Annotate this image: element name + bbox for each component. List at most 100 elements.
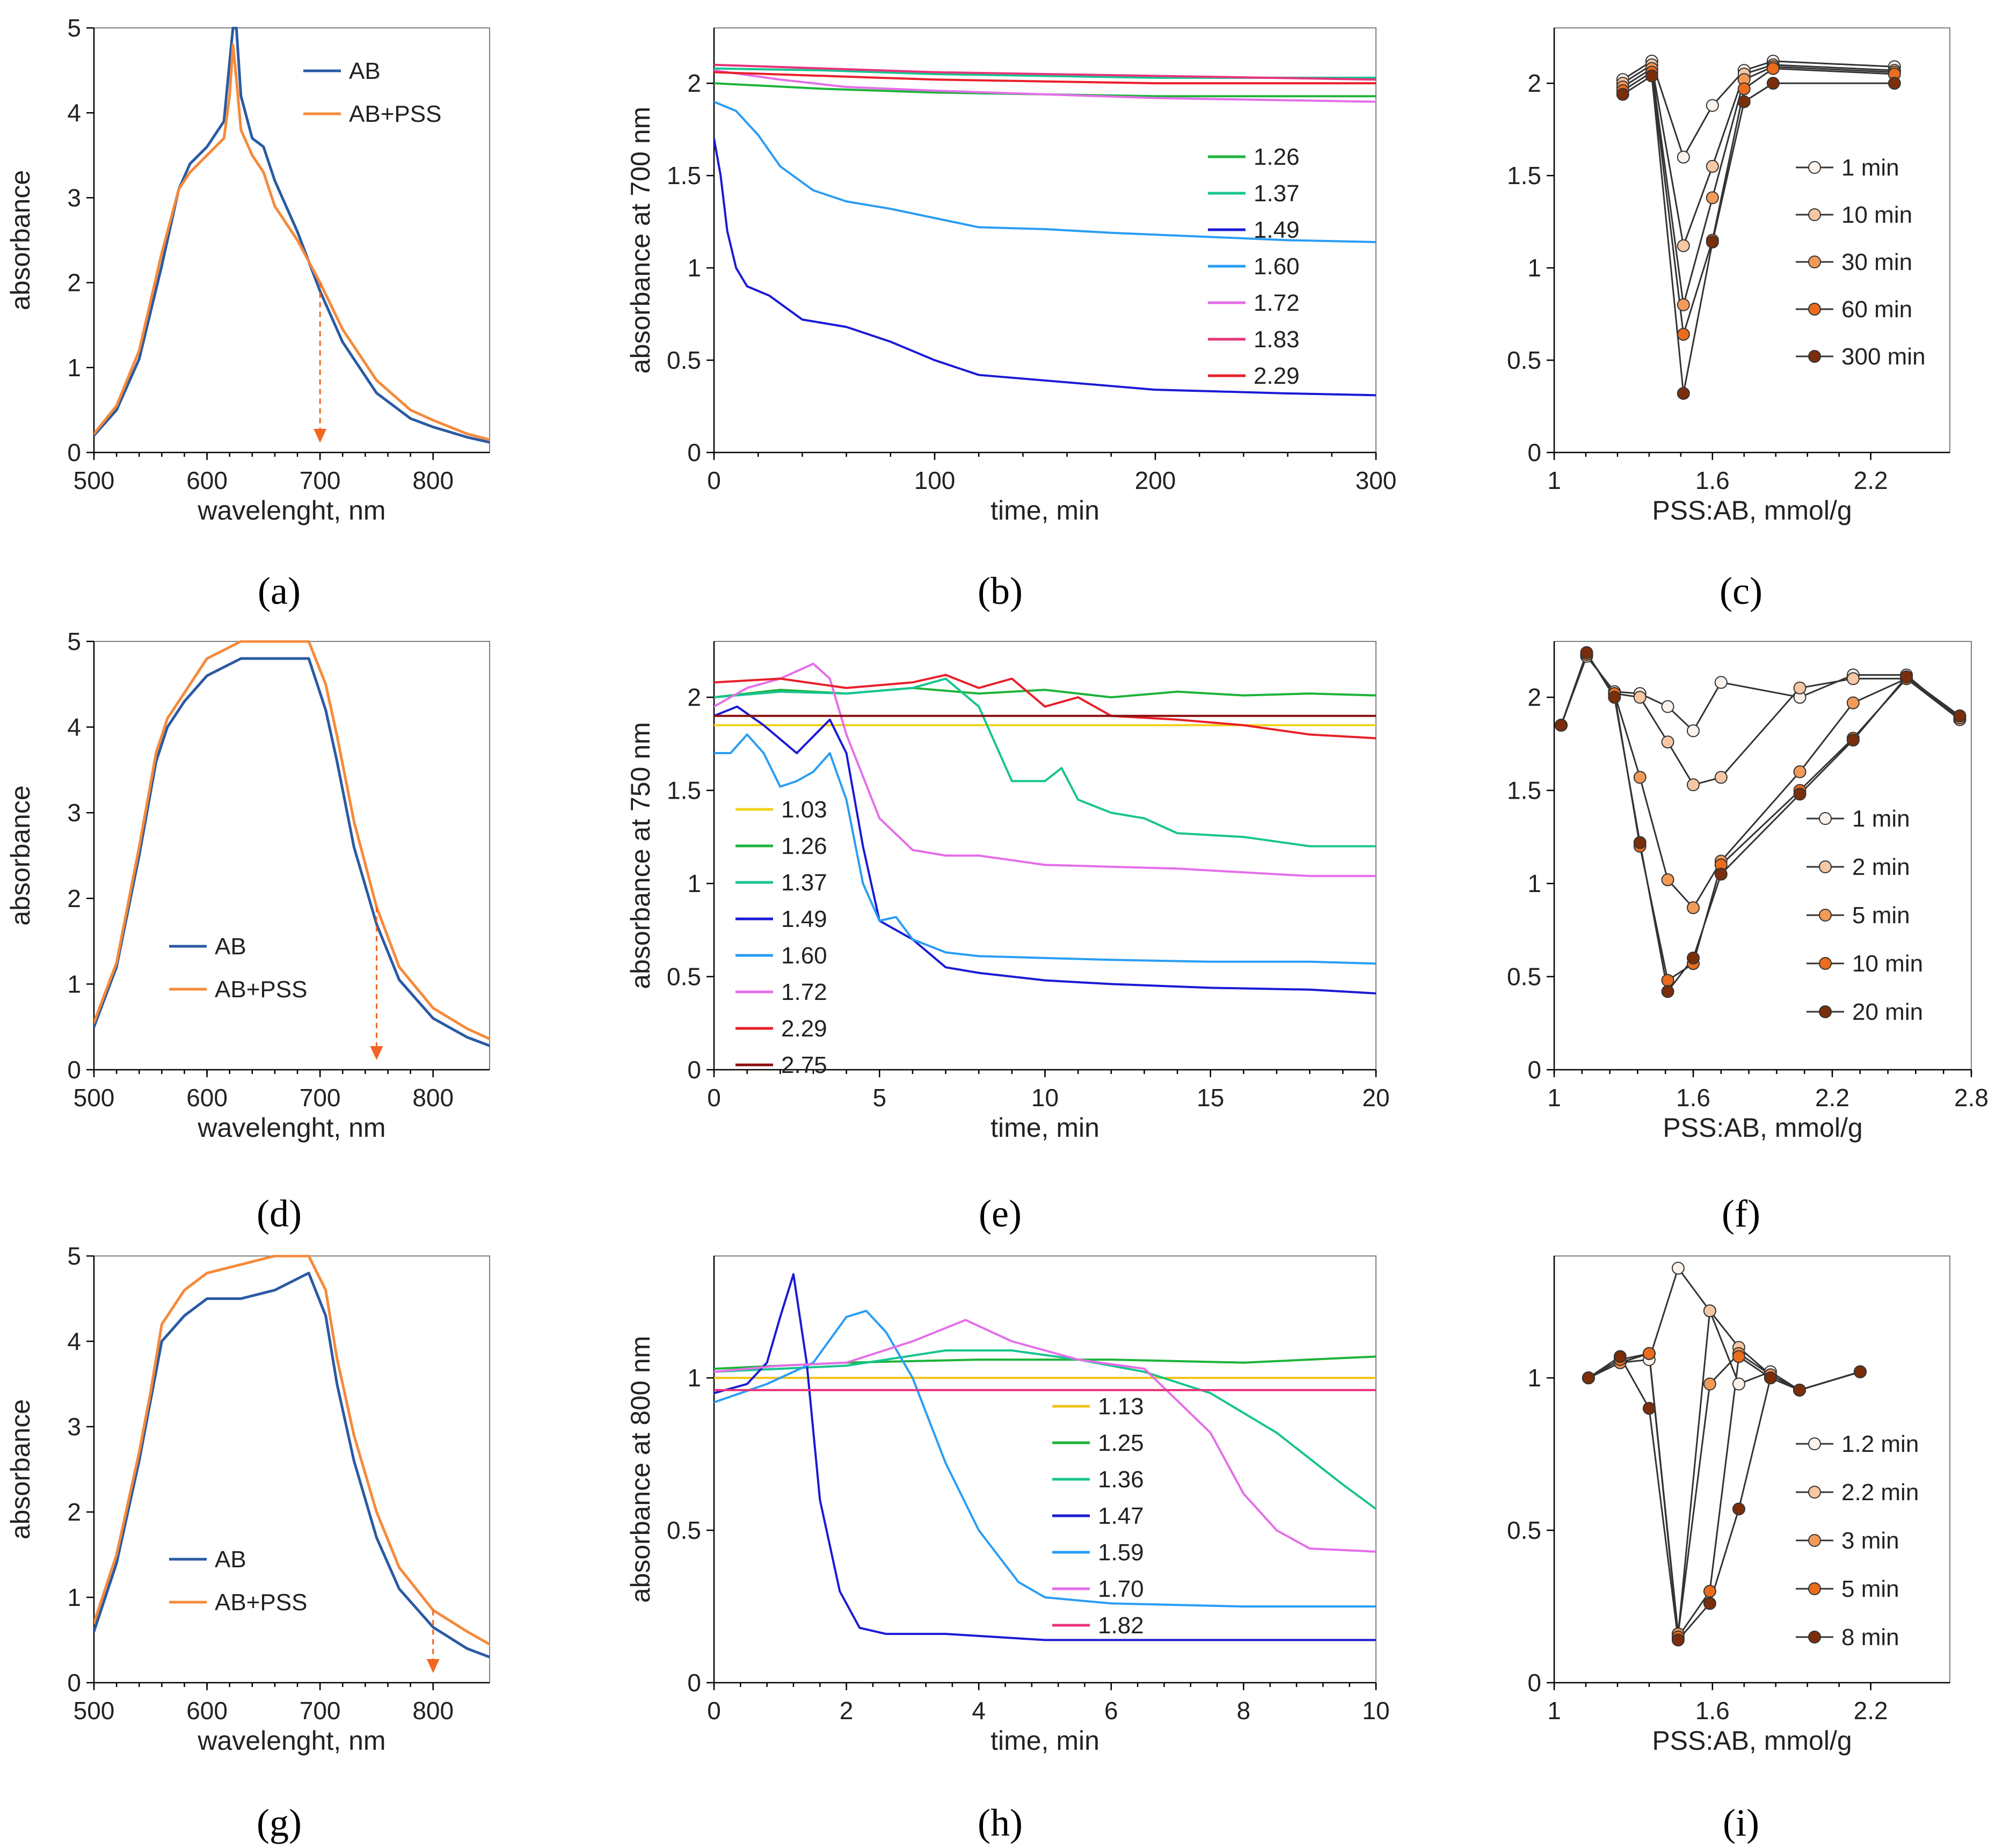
- data-point: [1687, 778, 1700, 792]
- y-tick-label: 2: [67, 1498, 81, 1526]
- panel-caption: (f): [1722, 1192, 1760, 1235]
- legend-entry: 5 min: [1852, 902, 1910, 929]
- data-point: [1706, 159, 1719, 173]
- data-point: [1793, 1383, 1806, 1397]
- y-axis-title: absorbance: [5, 1399, 35, 1539]
- series-group: [94, 640, 490, 1047]
- data-point: [1703, 1584, 1716, 1598]
- data-point: [1642, 1401, 1656, 1415]
- x-tick-label: 2.8: [1954, 1084, 1989, 1112]
- data-point: [1703, 1377, 1716, 1391]
- data-point: [1846, 696, 1860, 710]
- y-tick-label: 4: [67, 1327, 81, 1355]
- data-point: [1677, 239, 1690, 252]
- y-tick-label: 2: [67, 269, 81, 297]
- legend-swatch-marker: [1808, 1582, 1821, 1595]
- y-axis-title: absorbance at 750 nm: [625, 722, 655, 989]
- y-tick-label: 2: [687, 69, 701, 97]
- data-point: [1732, 1377, 1745, 1391]
- y-axis-title: absorbance: [5, 170, 35, 310]
- series-line-1-37: [714, 677, 1376, 848]
- x-tick-label: 800: [412, 1697, 454, 1725]
- y-tick-label: 0.5: [667, 346, 701, 374]
- legend: 1.03 1.26 1.37 1.49 1.60 1.72 2.29 2.75: [735, 797, 827, 1078]
- data-point: [1714, 676, 1728, 689]
- panel-caption: (d): [257, 1192, 302, 1235]
- x-tick-label: 0: [707, 466, 721, 494]
- y-tick-label: 0: [687, 1056, 701, 1084]
- data-point: [1645, 69, 1658, 83]
- data-point: [1793, 787, 1807, 801]
- legend-entry: 1.83: [1254, 326, 1300, 353]
- x-tick-label: 1: [1547, 466, 1561, 494]
- data-point: [1633, 771, 1647, 784]
- data-point: [1766, 62, 1780, 75]
- x-tick-label: 1.6: [1676, 1084, 1710, 1112]
- data-point: [1706, 99, 1719, 112]
- series-line-1-70: [714, 1319, 1376, 1553]
- y-tick-label: 5: [67, 1242, 81, 1270]
- x-tick-label: 0: [707, 1084, 721, 1112]
- data-point: [1737, 82, 1751, 96]
- y-tick-label: 0: [1527, 1669, 1541, 1697]
- legend: AB AB+PSS: [169, 933, 307, 1003]
- legend-entry: 1.2 min: [1841, 1431, 1919, 1457]
- data-point: [1793, 765, 1807, 778]
- legend-entry: 1.26: [781, 833, 827, 859]
- x-tick-label: 0: [707, 1697, 721, 1725]
- legend-entry: 2.29: [781, 1016, 827, 1042]
- panel-e: 0 5 10 15 20 0 0.5 1 1.5 2 time, min absorbance at …: [625, 641, 1390, 1235]
- data-point: [1642, 1347, 1656, 1360]
- data-point: [1706, 191, 1719, 204]
- y-tick-label: 3: [67, 799, 81, 827]
- y-tick-label: 4: [67, 713, 81, 741]
- data-point: [1554, 719, 1568, 732]
- legend-entry: AB+PSS: [215, 1589, 307, 1616]
- y-axis-title: absorbance: [5, 785, 35, 925]
- x-tick-label: 500: [74, 466, 115, 494]
- data-point: [1846, 733, 1860, 747]
- series-group: [714, 662, 1376, 995]
- series-line-2-29: [714, 71, 1376, 85]
- data-point: [1737, 95, 1751, 108]
- series-line-1-60: [714, 733, 1376, 965]
- panel-d: 500 600 700 800 0 1 2 3 4 5 wavelenght, nm absorban…: [5, 627, 490, 1235]
- y-tick-label: 2: [1527, 683, 1541, 711]
- data-point: [1888, 77, 1901, 90]
- legend-entry: 300 min: [1841, 344, 1926, 370]
- data-point: [1714, 771, 1728, 784]
- x-tick-label: 1: [1547, 1697, 1561, 1725]
- x-tick-label: 2.2: [1854, 466, 1888, 494]
- y-tick-label: 1.5: [667, 162, 701, 189]
- x-axis-title: PSS:AB, mmol/g: [1652, 495, 1852, 525]
- series-line-2-min: [1560, 653, 1961, 786]
- legend-entry: 2.75: [781, 1052, 827, 1078]
- x-tick-label: 1: [1547, 1084, 1561, 1112]
- legend-swatch-marker: [1819, 957, 1832, 970]
- data-point: [1793, 681, 1807, 695]
- data-point: [1953, 709, 1966, 722]
- series-line-AB: [94, 27, 490, 444]
- data-point: [1616, 87, 1629, 101]
- y-tick-label: 0: [1527, 439, 1541, 466]
- y-tick-label: 1: [687, 254, 701, 282]
- legend-swatch-marker: [1808, 161, 1821, 174]
- x-axis-title: wavelenght, nm: [197, 1113, 385, 1143]
- data-point: [1677, 386, 1690, 400]
- y-tick-label: 0: [67, 439, 81, 466]
- plot-frame: [1554, 1255, 1950, 1683]
- legend-entry: 10 min: [1852, 951, 1923, 977]
- series-line-2-29: [714, 674, 1376, 740]
- x-tick-label: 20: [1362, 1084, 1389, 1112]
- x-tick-label: 600: [186, 1697, 228, 1725]
- series-line-1-min: [1560, 655, 1961, 732]
- legend-entry: 1.70: [1098, 1576, 1144, 1602]
- legend-entry: 1.36: [1098, 1466, 1144, 1493]
- y-tick-label: 0.5: [1507, 346, 1541, 374]
- legend-swatch-marker: [1808, 303, 1821, 316]
- x-tick-label: 700: [300, 1697, 341, 1725]
- y-tick-label: 0: [687, 1669, 701, 1697]
- y-tick-label: 1: [687, 1364, 701, 1392]
- legend-entry: 1.26: [1254, 144, 1300, 170]
